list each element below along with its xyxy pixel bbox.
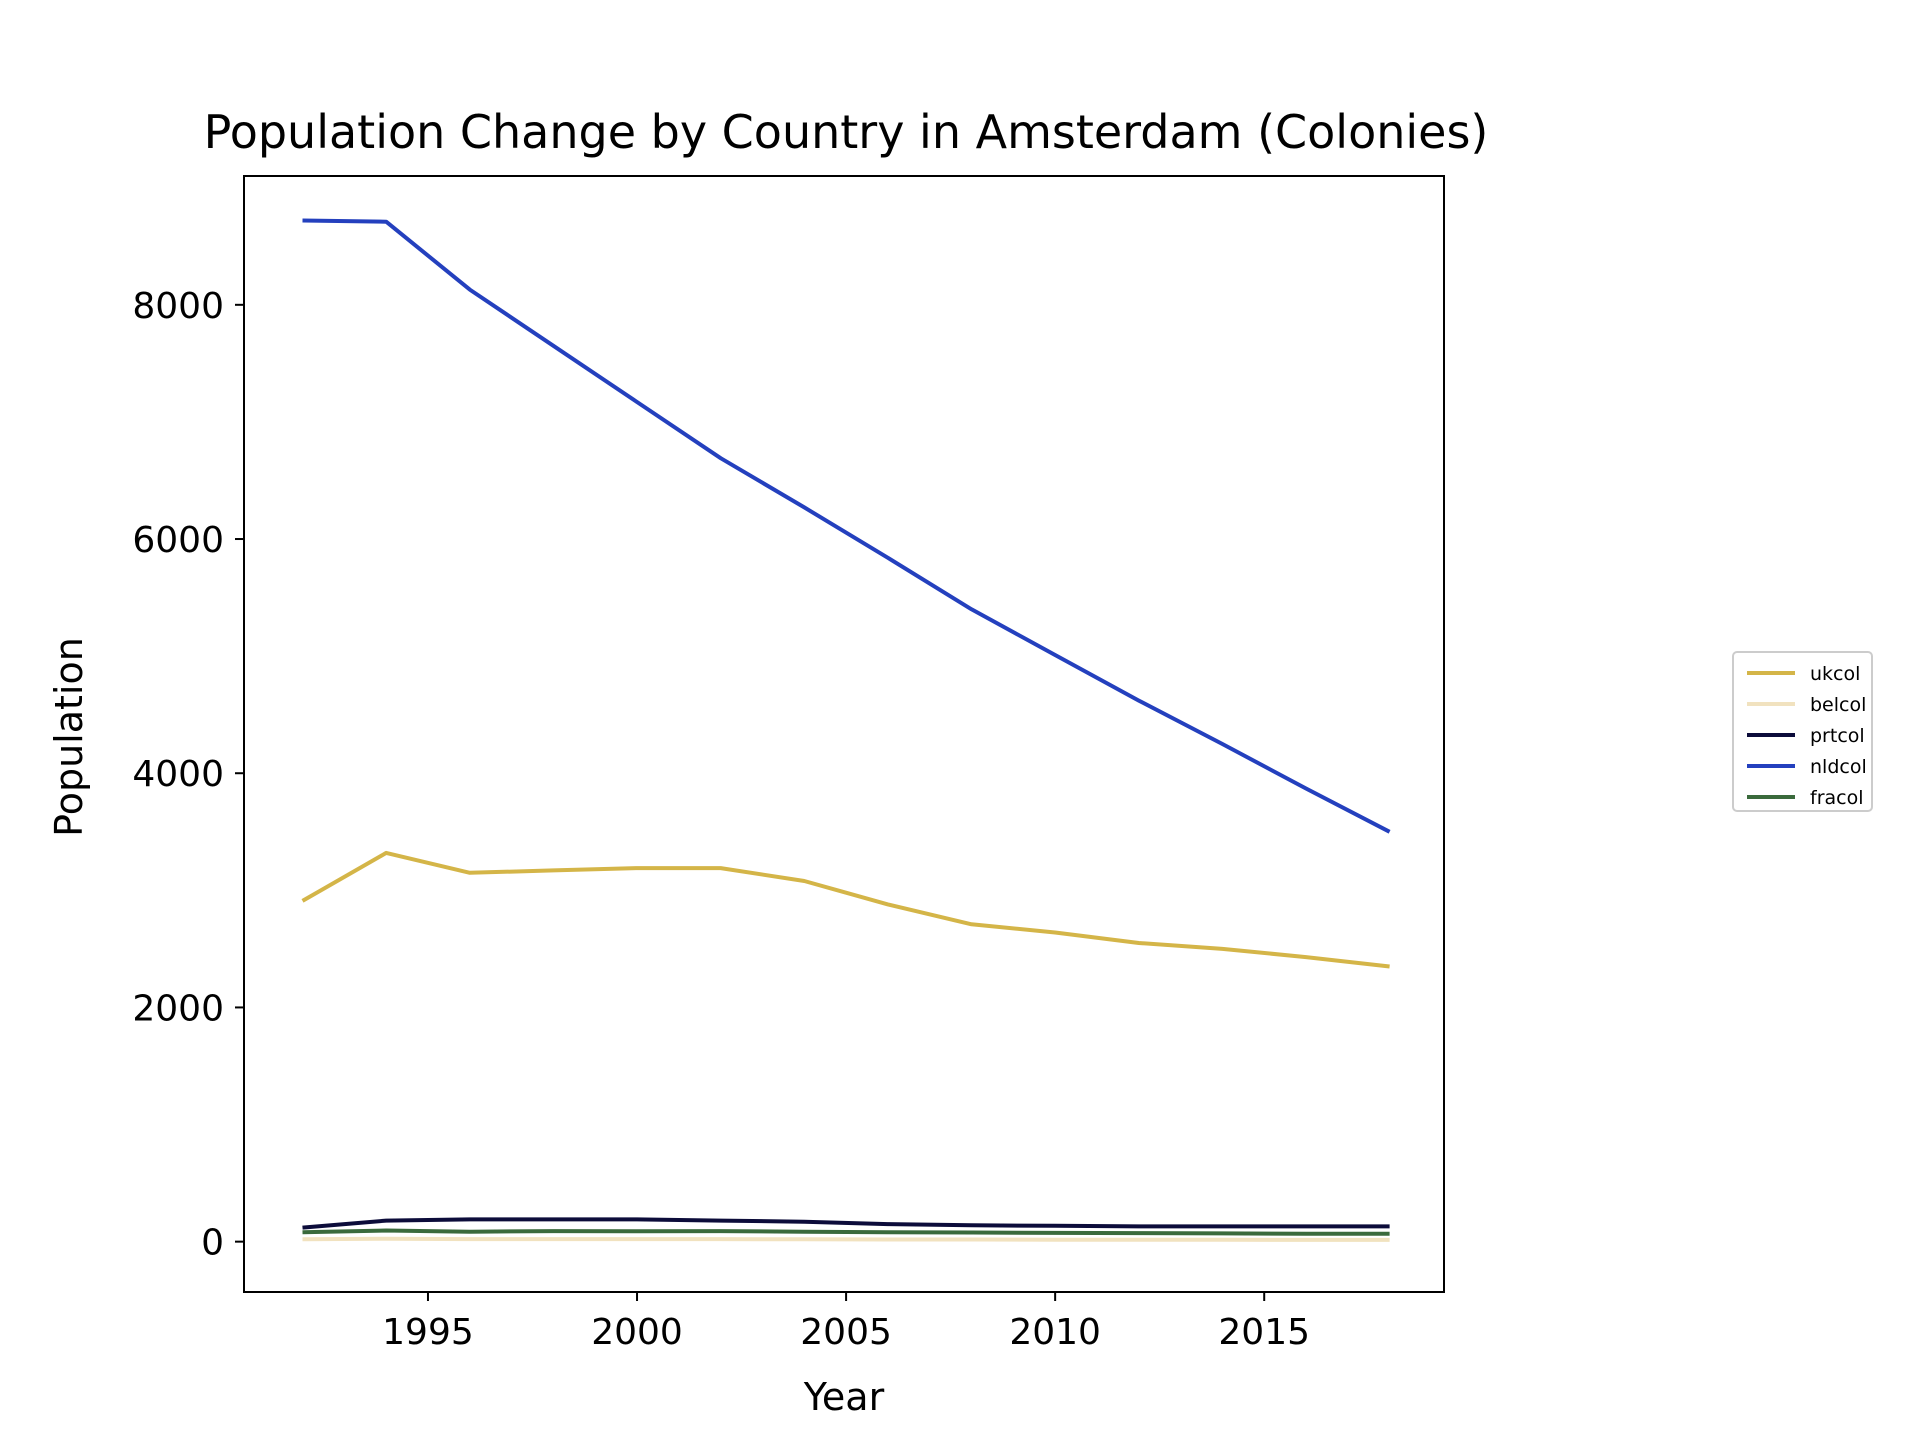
axis-ticks: 1995 2000 2005 2010 2015 0 2000 4000 6000 8000: [132, 286, 1310, 1353]
x-tick-label: 2010: [1009, 1312, 1101, 1353]
series-line-ukcol: [301, 850, 1390, 969]
series-lines: [301, 218, 1391, 1242]
x-tick-label: 2015: [1218, 1312, 1310, 1353]
y-tick-label: 4000: [132, 754, 224, 795]
legend-label-nldcol: nldcol: [1810, 756, 1867, 778]
y-tick-label: 0: [201, 1223, 224, 1264]
series-line-prtcol: [302, 1217, 1390, 1230]
series-line-nldcol: [302, 218, 1391, 834]
legend-label-prtcol: prtcol: [1810, 725, 1865, 747]
x-tick-label: 2005: [800, 1312, 892, 1353]
legend-box: [1732, 651, 1873, 812]
legend-label-fracol: fracol: [1810, 787, 1864, 809]
legend-label-belcol: belcol: [1810, 694, 1866, 716]
plot-area-frame: [243, 175, 1445, 1293]
y-tick-label: 8000: [132, 286, 224, 327]
legend: ukcol belcol prtcol nldcol fracol: [1732, 651, 1873, 812]
x-axis-label: Year: [803, 1375, 885, 1419]
y-tick-label: 2000: [132, 988, 224, 1029]
x-tick-label: 2000: [591, 1312, 683, 1353]
y-tick-label: 6000: [132, 520, 224, 561]
chart-title: Population Change by Country in Amsterda…: [204, 105, 1489, 159]
series-line-fracol: [302, 1228, 1390, 1236]
x-tick-label: 1995: [382, 1312, 474, 1353]
series-line-belcol: [302, 1236, 1390, 1242]
legend-label-ukcol: ukcol: [1810, 663, 1860, 685]
y-axis-label: Population: [47, 637, 91, 837]
